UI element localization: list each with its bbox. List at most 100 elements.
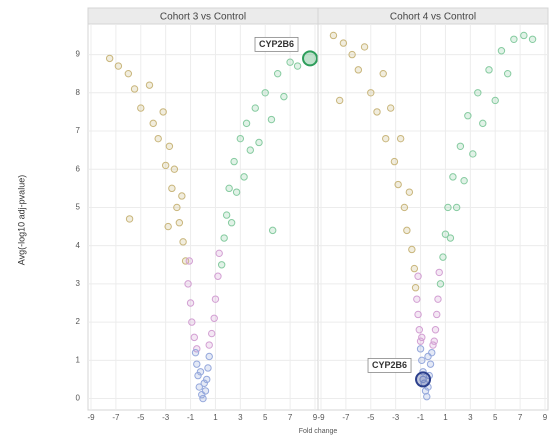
point xyxy=(418,333,426,342)
point xyxy=(367,89,375,97)
point xyxy=(149,119,157,128)
y-tick-label: 6 xyxy=(76,164,81,173)
x-tick-label: -5 xyxy=(367,413,375,422)
point xyxy=(460,176,468,185)
point xyxy=(394,180,402,189)
x-tick-label: -9 xyxy=(87,413,95,422)
point xyxy=(418,356,426,365)
y-tick-label: 3 xyxy=(76,279,81,288)
point xyxy=(251,104,259,112)
annotation-box xyxy=(367,358,412,373)
point xyxy=(435,268,443,277)
point xyxy=(267,115,276,124)
point xyxy=(130,85,139,93)
point xyxy=(164,222,172,231)
point xyxy=(227,219,236,227)
point xyxy=(220,234,228,242)
point xyxy=(415,326,424,334)
point xyxy=(190,333,198,342)
point xyxy=(205,341,213,349)
point xyxy=(497,47,506,55)
point xyxy=(469,150,477,158)
point xyxy=(329,31,338,40)
x-tick-label: -1 xyxy=(417,413,425,422)
point xyxy=(124,69,133,78)
point xyxy=(185,257,194,265)
point xyxy=(286,58,294,66)
y-tick-label: 1 xyxy=(76,355,81,364)
point xyxy=(210,314,218,322)
y-tick-label: 9 xyxy=(76,50,81,59)
point xyxy=(510,35,518,43)
x-tick-label: -7 xyxy=(112,413,120,422)
annotation-marker xyxy=(415,371,432,388)
point xyxy=(293,62,302,70)
point xyxy=(382,134,390,143)
x-tick-label: -9 xyxy=(317,413,325,422)
annotation-label: CYP2B6 xyxy=(259,39,294,49)
point xyxy=(208,329,216,338)
point xyxy=(214,272,222,280)
point xyxy=(232,188,241,196)
point xyxy=(414,272,422,280)
point xyxy=(405,188,414,196)
x-tick-label: 9 xyxy=(543,413,548,422)
x-tick-label: 1 xyxy=(443,413,448,422)
point xyxy=(464,112,472,120)
point xyxy=(255,138,263,147)
point xyxy=(175,219,184,227)
point xyxy=(419,375,427,384)
point xyxy=(485,66,493,74)
point xyxy=(390,157,399,166)
x-tick-label: -3 xyxy=(392,413,400,422)
point xyxy=(444,203,452,212)
annotation-marker xyxy=(302,50,319,67)
point xyxy=(339,39,348,47)
y-tick-label: 4 xyxy=(76,241,81,250)
y-tick-label: 8 xyxy=(76,88,81,97)
point xyxy=(433,310,441,319)
x-axis-label: Fold change xyxy=(299,428,338,435)
point xyxy=(246,146,254,154)
point xyxy=(273,69,282,78)
point xyxy=(225,184,233,193)
point xyxy=(429,341,437,349)
point xyxy=(222,211,231,219)
point xyxy=(373,108,381,116)
point xyxy=(204,364,212,372)
point xyxy=(240,173,248,181)
point xyxy=(168,184,176,193)
x-tick-label: 5 xyxy=(263,413,268,422)
point xyxy=(203,375,211,384)
point xyxy=(503,69,512,78)
point xyxy=(456,142,465,150)
point xyxy=(193,360,201,368)
panel-frame xyxy=(317,23,549,411)
point xyxy=(268,226,277,235)
y-tick-label: 5 xyxy=(76,203,81,212)
point xyxy=(184,280,192,288)
point xyxy=(161,161,170,170)
point xyxy=(441,230,450,238)
point xyxy=(211,295,220,303)
x-tick-label: -5 xyxy=(137,413,145,422)
x-tick-label: 3 xyxy=(238,413,243,422)
point xyxy=(181,257,190,265)
point xyxy=(400,203,409,212)
x-tick-label: 3 xyxy=(468,413,473,422)
y-tick-label: 2 xyxy=(76,317,81,326)
point xyxy=(196,368,205,376)
x-tick-label: 7 xyxy=(518,413,523,422)
y-tick-label: 7 xyxy=(76,126,81,135)
point xyxy=(354,66,363,74)
point xyxy=(194,371,202,380)
point xyxy=(403,226,411,235)
point xyxy=(413,295,421,303)
point xyxy=(396,134,405,143)
point xyxy=(242,119,251,128)
point xyxy=(436,280,445,288)
point xyxy=(154,134,162,143)
point xyxy=(360,43,369,51)
x-tick-label: 9 xyxy=(313,413,318,422)
